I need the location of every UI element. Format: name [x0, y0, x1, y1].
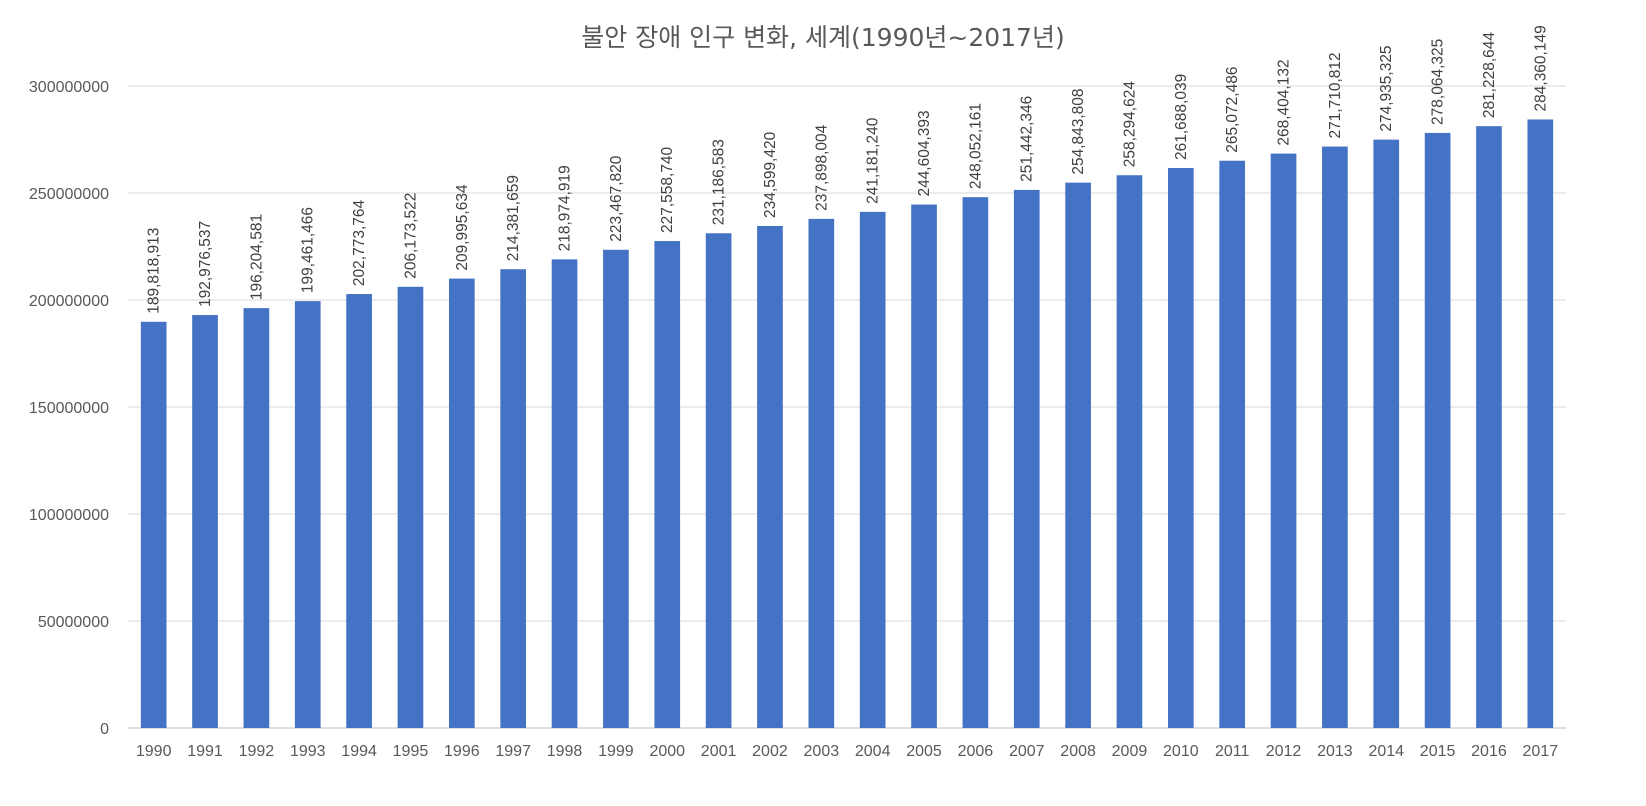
bar: [1476, 126, 1502, 728]
data-label: 271,710,812: [1327, 52, 1344, 138]
x-tick-label: 2009: [1112, 743, 1148, 760]
bar: [397, 286, 424, 728]
data-label: 284,360,149: [1532, 25, 1549, 111]
bar: [346, 294, 372, 728]
data-label: 223,467,820: [608, 155, 625, 242]
bar: [500, 269, 527, 728]
x-tick-label: 2017: [1523, 743, 1559, 760]
bar: [1167, 167, 1194, 728]
bar: [448, 278, 475, 728]
bar: [1065, 182, 1091, 728]
data-label: 244,604,393: [916, 110, 933, 196]
data-label: 281,228,644: [1481, 32, 1498, 119]
x-tick-label: 1994: [341, 743, 377, 760]
bar: [962, 197, 989, 728]
bar: [294, 301, 321, 728]
data-label: 261,688,039: [1173, 74, 1190, 160]
bar: [705, 233, 732, 728]
x-tick-label: 1993: [290, 743, 326, 760]
x-tick-label: 2010: [1163, 743, 1199, 760]
y-tick-label: 0: [100, 721, 109, 738]
bar: [757, 225, 783, 728]
bar: [1219, 160, 1246, 728]
x-tick-label: 2008: [1060, 743, 1096, 760]
x-tick-label: 1997: [495, 743, 531, 760]
bar: [1013, 189, 1040, 728]
data-label: 218,974,919: [557, 165, 574, 251]
axes: 0 50000000 100000000 150000000 200000000 2500…: [29, 79, 1558, 760]
data-label: 251,442,346: [1019, 96, 1036, 182]
x-tick-label: 2003: [804, 743, 840, 760]
x-tick-label: 2001: [701, 743, 737, 760]
x-tick-label: 1996: [444, 743, 480, 760]
data-label: 234,599,420: [762, 131, 779, 218]
bar: [243, 308, 270, 728]
data-label: 268,404,132: [1276, 59, 1293, 145]
x-tick-label: 2012: [1266, 743, 1302, 760]
y-tick-label: 200000000: [29, 293, 109, 310]
bar: [192, 315, 218, 728]
gridlines: [128, 85, 1566, 729]
data-label: 214,381,659: [505, 175, 522, 261]
bar: [1527, 119, 1554, 728]
x-tick-label: 2006: [958, 743, 994, 760]
x-tick-label: 1995: [393, 743, 429, 760]
data-label: 189,818,913: [146, 228, 163, 314]
data-label: 248,052,161: [967, 103, 984, 189]
y-tick-label: 50000000: [38, 614, 109, 631]
data-label: 265,072,486: [1224, 67, 1241, 153]
x-tick-label: 2005: [906, 743, 942, 760]
data-label: 231,186,583: [711, 139, 728, 225]
data-label: 241,181,240: [865, 117, 882, 204]
bar: [1270, 153, 1297, 728]
bar: [551, 259, 578, 728]
x-tick-label: 1991: [187, 743, 223, 760]
y-tick-label: 150000000: [29, 400, 109, 417]
bar: [654, 241, 681, 728]
bars: [140, 119, 1554, 729]
data-label: 227,558,740: [659, 146, 676, 233]
data-label: 258,294,624: [1121, 81, 1138, 168]
bar: [140, 321, 167, 728]
data-labels: 189,818,913 192,976,537 196,204,581 199,461…: [146, 25, 1550, 314]
y-tick-label: 300000000: [29, 79, 109, 96]
bar: [859, 211, 886, 729]
x-tick-label: 2004: [855, 743, 891, 760]
data-label: 202,773,764: [351, 199, 368, 286]
y-tick-label: 100000000: [29, 507, 109, 524]
chart-title: 불안 장애 인구 변화, 세계(1990년~2017년): [581, 23, 1065, 52]
data-label: 274,935,325: [1378, 45, 1395, 131]
bar: [1116, 175, 1143, 728]
x-tick-label: 2013: [1317, 743, 1353, 760]
x-tick-label: 1998: [547, 743, 583, 760]
bar: [1373, 139, 1400, 728]
x-tick-label: 2016: [1471, 743, 1507, 760]
bar: [603, 249, 629, 728]
data-label: 196,204,581: [248, 214, 265, 300]
bar: [808, 218, 835, 729]
x-tick-label: 2007: [1009, 743, 1045, 760]
x-tick-label: 2000: [649, 743, 685, 760]
x-tick-label: 1992: [239, 743, 275, 760]
x-tick-label: 2015: [1420, 743, 1456, 760]
x-tick-label: 2002: [752, 743, 788, 760]
x-tick-label: 1999: [598, 743, 634, 760]
bar: [1322, 146, 1348, 728]
bar: [911, 204, 937, 728]
data-label: 278,064,325: [1430, 39, 1447, 125]
bar: [1424, 132, 1451, 729]
data-label: 254,843,808: [1070, 88, 1087, 174]
data-label: 237,898,004: [813, 124, 830, 211]
data-label: 199,461,466: [300, 207, 317, 293]
data-label: 192,976,537: [197, 221, 214, 307]
y-tick-label: 250000000: [29, 186, 109, 203]
x-tick-label: 1990: [136, 743, 172, 760]
x-tick-label: 2014: [1368, 743, 1404, 760]
x-tick-label: 2011: [1215, 743, 1250, 760]
data-label: 206,173,522: [402, 193, 419, 279]
data-label: 209,995,634: [454, 184, 471, 271]
